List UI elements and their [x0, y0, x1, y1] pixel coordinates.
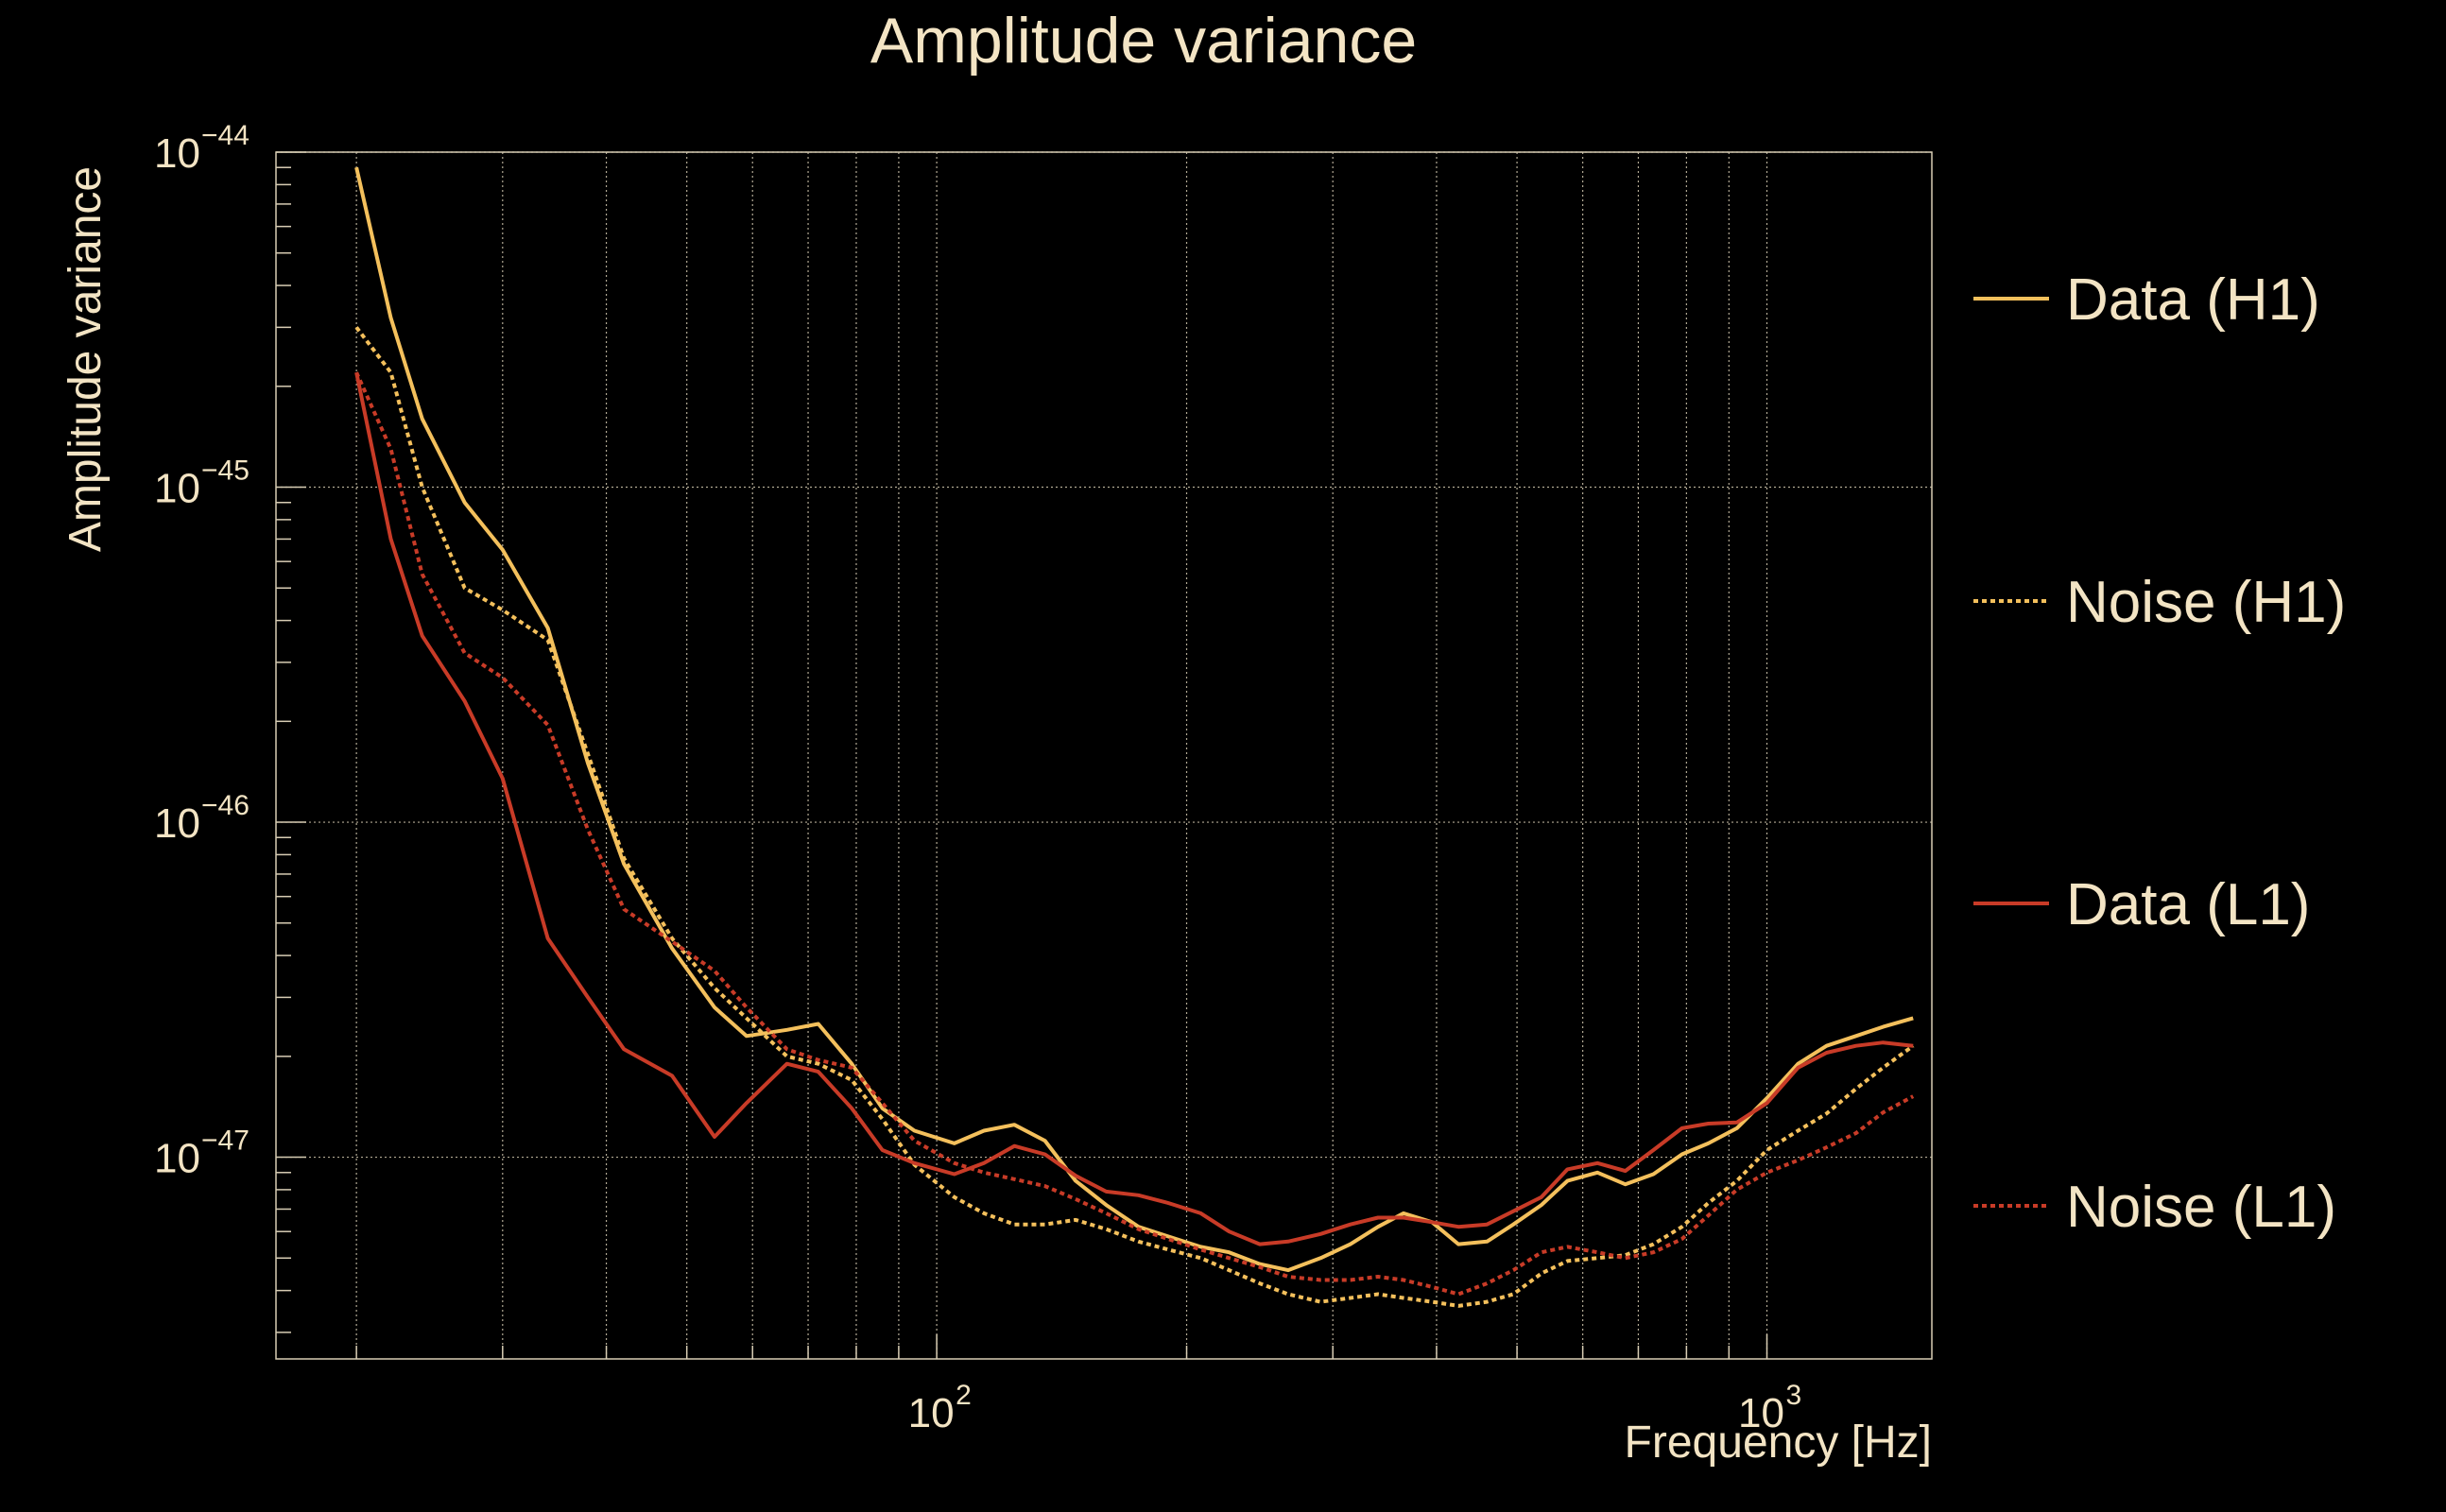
- x-axis-label: Frequency [Hz]: [1625, 1418, 1932, 1468]
- legend-entry: Data (L1): [1973, 872, 2310, 937]
- y-tick-label: 10 −44: [154, 120, 250, 177]
- axis-ticks: [276, 151, 1768, 1359]
- y-tick-exponent: −44: [201, 120, 250, 151]
- legend-label: Noise (H1): [2066, 570, 2346, 635]
- legend: Data (H1) Noise (H1) Data (L1) Noise (L1): [1973, 267, 2346, 1240]
- y-tick-base: 10: [154, 800, 200, 847]
- y-tick-label: 10 −45: [154, 455, 250, 512]
- legend-label: Data (L1): [2066, 872, 2310, 937]
- y-tick-label: 10 −47: [154, 1125, 250, 1182]
- series-lines: [354, 166, 1915, 1308]
- legend-label: Noise (L1): [2066, 1175, 2336, 1240]
- legend-entry: Noise (H1): [1973, 570, 2346, 635]
- y-tick-exponent: −46: [201, 790, 250, 821]
- x-tick-exponent: 2: [956, 1380, 972, 1411]
- x-tick-label: 10 2: [908, 1380, 972, 1436]
- legend-entry: Data (H1): [1973, 267, 2320, 333]
- x-tick-label: 10 3: [1738, 1380, 1801, 1436]
- legend-label: Data (H1): [2066, 267, 2320, 333]
- y-tick-base: 10: [154, 466, 200, 512]
- legend-entry: Noise (L1): [1973, 1175, 2336, 1240]
- y-axis-label: Amplitude variance: [60, 166, 111, 552]
- series-line-4: [354, 371, 1915, 1297]
- chart-title: Amplitude variance: [870, 5, 1417, 77]
- series-line-3: [354, 371, 1914, 1246]
- y-tick-base: 10: [154, 1136, 200, 1182]
- y-tick-base: 10: [154, 130, 200, 177]
- x-tick-base: 10: [1738, 1390, 1784, 1436]
- plot-frame: [275, 151, 1933, 1360]
- y-tick-exponent: −45: [201, 455, 250, 487]
- series-line-1: [354, 166, 1914, 1273]
- x-tick-base: 10: [908, 1390, 955, 1436]
- x-tick-exponent: 3: [1785, 1380, 1801, 1411]
- y-tick-label: 10 −46: [154, 790, 250, 847]
- y-tick-exponent: −47: [201, 1125, 250, 1157]
- plot-area: [275, 151, 1933, 1360]
- series-line-2: [354, 326, 1915, 1308]
